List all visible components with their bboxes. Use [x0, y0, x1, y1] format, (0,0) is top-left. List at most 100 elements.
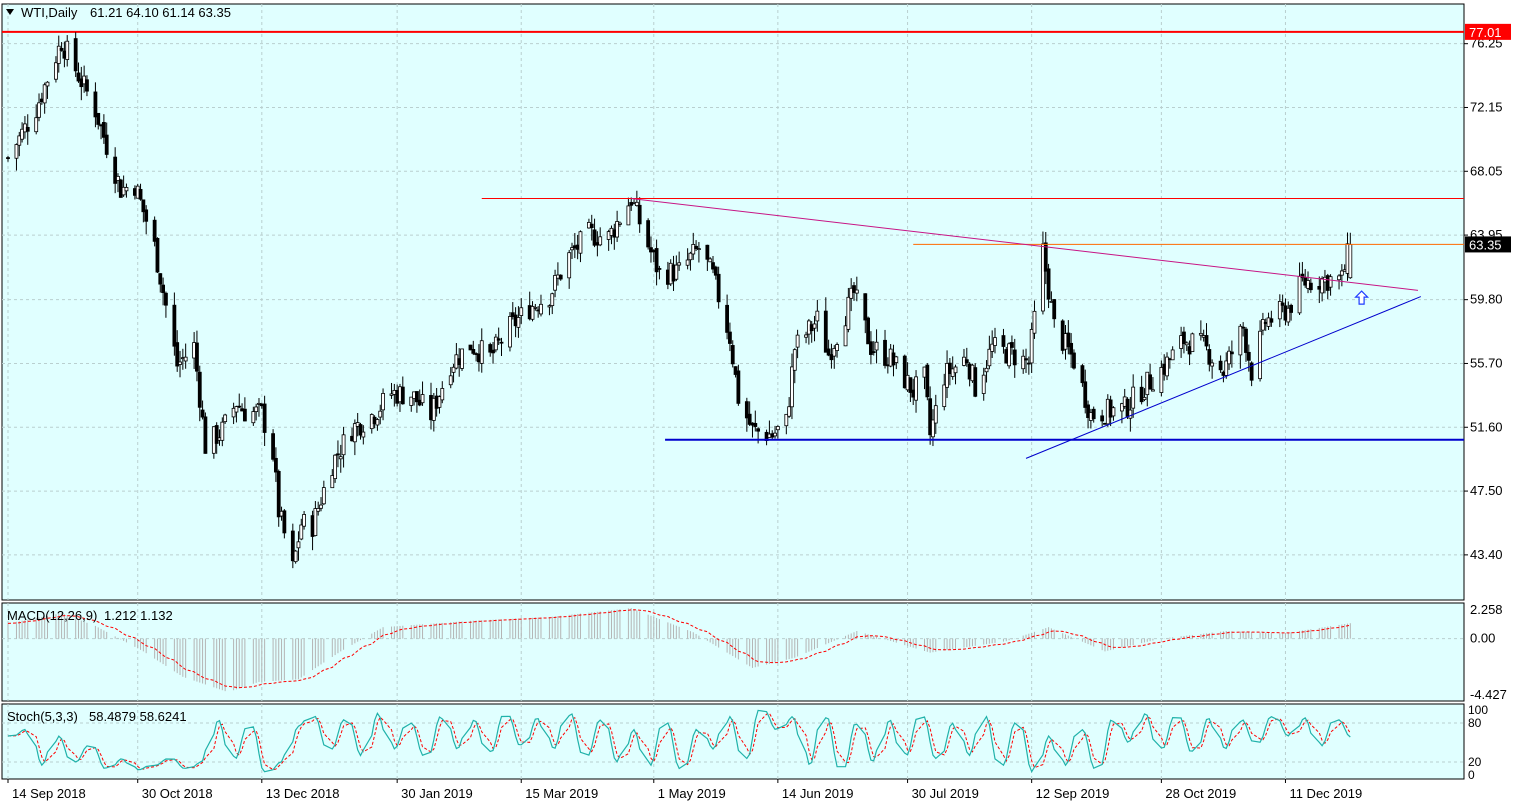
dropdown-triangle-icon[interactable] — [6, 9, 14, 15]
candle — [437, 395, 442, 414]
price-axis-label: 43.40 — [1470, 547, 1503, 562]
candle — [1072, 349, 1076, 370]
candle — [1207, 344, 1212, 372]
candle — [547, 304, 552, 316]
candle — [330, 469, 335, 489]
time-axis-label: 28 Oct 2019 — [1165, 786, 1236, 801]
candle — [705, 244, 710, 271]
candle — [172, 292, 177, 356]
candle — [993, 327, 997, 354]
price-axis: 76.2572.1568.0563.9559.8055.7051.6047.50… — [1464, 23, 1511, 562]
candle — [1328, 274, 1333, 296]
ascending-trendline-line[interactable] — [1025, 296, 1422, 459]
candle — [716, 266, 721, 309]
candle — [736, 364, 741, 406]
candle — [1159, 360, 1164, 397]
candle — [1100, 409, 1105, 427]
candle — [849, 278, 854, 312]
time-axis-label: 11 Dec 2019 — [1289, 786, 1362, 801]
price-panel[interactable] — [1, 3, 1465, 601]
candle — [1046, 263, 1051, 309]
candle — [164, 291, 168, 318]
macd-histogram — [7, 608, 1351, 692]
candle — [313, 501, 318, 537]
candle — [846, 287, 851, 333]
descending-trendline-line[interactable] — [631, 198, 1419, 291]
candle — [685, 248, 690, 270]
candle — [869, 331, 873, 365]
candle — [254, 403, 259, 421]
candle — [990, 330, 995, 358]
candle — [1021, 349, 1026, 374]
candle — [753, 410, 758, 432]
candle — [1286, 301, 1291, 326]
candle — [1083, 369, 1088, 414]
candle — [124, 183, 129, 198]
candle — [674, 255, 679, 282]
candle — [756, 427, 761, 444]
time-axis-label: 30 Jul 2019 — [912, 786, 979, 801]
candle — [138, 183, 143, 201]
up-arrow-icon — [1354, 290, 1370, 305]
candle — [987, 335, 992, 370]
candle — [592, 218, 597, 248]
candle — [242, 397, 247, 422]
candle — [420, 381, 425, 406]
candle — [468, 344, 473, 351]
candle — [942, 373, 947, 411]
candle — [1277, 294, 1282, 328]
candle — [1151, 377, 1155, 392]
candle — [925, 363, 930, 401]
macd-signal-line — [7, 609, 1351, 689]
candle — [1320, 276, 1325, 302]
candle — [116, 173, 120, 193]
candle — [539, 294, 543, 317]
candle — [178, 350, 182, 378]
candle — [804, 331, 808, 344]
candle — [155, 237, 160, 274]
candle — [854, 276, 859, 302]
price-axis-label: 72.15 — [1470, 99, 1503, 114]
candle — [1001, 328, 1006, 354]
candle — [981, 367, 986, 401]
candle — [54, 56, 58, 83]
candle — [1024, 348, 1028, 373]
time-axis-label: 30 Oct 2018 — [142, 786, 213, 801]
candle — [336, 440, 340, 468]
candle — [59, 42, 64, 52]
candle — [1190, 332, 1195, 353]
candle — [195, 330, 199, 382]
level-price-label: 77.01 — [1469, 25, 1502, 40]
candle — [1170, 346, 1175, 361]
candle — [1052, 299, 1057, 328]
candle — [296, 531, 301, 561]
candle — [713, 265, 718, 280]
stochastic-panel[interactable] — [1, 703, 1465, 780]
candle — [290, 523, 295, 569]
candle — [519, 298, 524, 324]
candle — [104, 122, 109, 159]
candle — [730, 340, 735, 368]
candle — [414, 391, 419, 413]
candle — [553, 269, 557, 298]
candle — [358, 422, 363, 440]
candle — [947, 358, 952, 386]
candle — [637, 197, 642, 233]
candle — [1300, 261, 1305, 282]
candle — [829, 343, 834, 369]
candle — [1308, 278, 1313, 293]
candle — [843, 316, 848, 347]
candle — [1029, 322, 1034, 374]
candle — [25, 114, 30, 145]
candle — [725, 294, 729, 340]
candle — [1012, 338, 1017, 378]
last-price-label-box — [1465, 236, 1511, 253]
candle — [197, 365, 202, 422]
candle — [1026, 356, 1031, 375]
candle — [251, 406, 256, 426]
candle — [598, 227, 603, 247]
candle — [496, 327, 501, 346]
candle — [73, 32, 78, 78]
stochastic-title: Stoch(5,3,3) — [7, 709, 78, 724]
